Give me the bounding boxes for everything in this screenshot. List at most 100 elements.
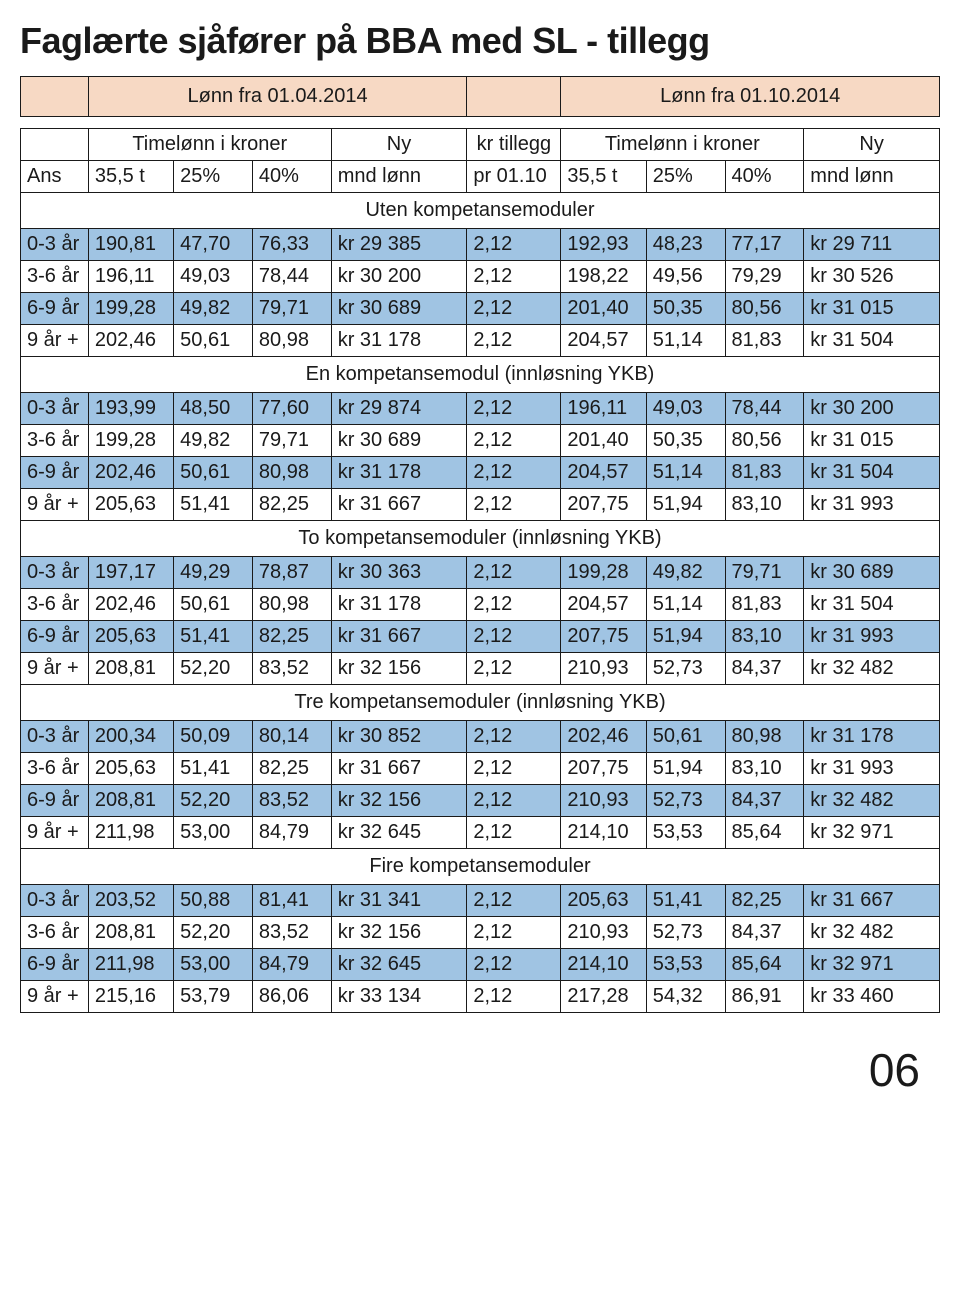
section-label: En kompetansemodul (innløsning YKB) [21,357,940,393]
data-cell: 2,12 [467,393,561,425]
data-cell: 6-9 år [21,949,89,981]
data-cell: kr 32 156 [331,785,467,817]
data-cell: 2,12 [467,293,561,325]
data-row: 0-3 år190,8147,7076,33kr 29 3852,12192,9… [21,229,940,261]
data-cell: 51,14 [646,325,725,357]
data-row: 9 år +211,9853,0084,79kr 32 6452,12214,1… [21,817,940,849]
data-cell: 204,57 [561,457,646,489]
data-cell: 197,17 [88,557,173,589]
data-cell: 214,10 [561,817,646,849]
data-cell: 205,63 [88,753,173,785]
data-cell: 9 år + [21,817,89,849]
data-cell: 53,00 [174,817,253,849]
header-row-1: Timelønn i kronerNykr tilleggTimelønn i … [21,129,940,161]
data-cell: 0-3 år [21,229,89,261]
data-cell: kr 31 504 [804,325,940,357]
data-cell: 49,03 [646,393,725,425]
data-cell: kr 31 667 [331,489,467,521]
data-cell: kr 31 667 [331,753,467,785]
data-cell: 199,28 [88,425,173,457]
data-cell: 53,00 [174,949,253,981]
data-row: 0-3 år197,1749,2978,87kr 30 3632,12199,2… [21,557,940,589]
data-cell: kr 31 178 [331,589,467,621]
data-cell: 82,25 [252,489,331,521]
data-cell: 205,63 [561,885,646,917]
table-title-row: Lønn fra 01.04.2014Lønn fra 01.10.2014 [21,77,940,117]
data-cell: 52,20 [174,653,253,685]
header-sub-cell: mnd lønn [804,161,940,193]
data-cell: 201,40 [561,425,646,457]
data-cell: 50,61 [174,589,253,621]
header-cell: Timelønn i kroner [88,129,331,161]
data-cell: kr 30 689 [331,425,467,457]
data-cell: 2,12 [467,981,561,1013]
data-cell: 2,12 [467,589,561,621]
data-cell: 204,57 [561,589,646,621]
data-cell: kr 30 689 [804,557,940,589]
data-cell: 51,14 [646,589,725,621]
data-cell: 78,44 [252,261,331,293]
data-row: 9 år +205,6351,4182,25kr 31 6672,12207,7… [21,489,940,521]
data-cell: 53,53 [646,817,725,849]
data-cell: kr 33 460 [804,981,940,1013]
data-cell: kr 31 993 [804,489,940,521]
data-cell: 217,28 [561,981,646,1013]
data-cell: 49,82 [174,293,253,325]
data-cell: 50,61 [174,457,253,489]
data-cell: 2,12 [467,785,561,817]
data-cell: 81,41 [252,885,331,917]
data-cell: 49,82 [174,425,253,457]
section-header-row: To kompetansemoduler (innløsning YKB) [21,521,940,557]
data-cell: kr 31 667 [331,621,467,653]
data-row: 6-9 år208,8152,2083,52kr 32 1562,12210,9… [21,785,940,817]
data-cell: 81,83 [725,325,804,357]
data-cell: 2,12 [467,885,561,917]
header-sub-cell: 25% [646,161,725,193]
data-cell: 83,10 [725,489,804,521]
data-cell: 79,71 [252,293,331,325]
data-cell: 190,81 [88,229,173,261]
data-cell: 83,52 [252,785,331,817]
data-cell: kr 32 482 [804,785,940,817]
page-title: Faglærte sjåfører på BBA med SL - tilleg… [20,20,940,62]
header-sub-cell: 25% [174,161,253,193]
spacer-row [21,117,940,129]
data-cell: 202,46 [88,589,173,621]
data-cell: kr 31 178 [331,457,467,489]
data-cell: 52,20 [174,785,253,817]
data-cell: kr 31 178 [804,721,940,753]
data-cell: 211,98 [88,949,173,981]
data-cell: 6-9 år [21,293,89,325]
data-cell: 84,37 [725,785,804,817]
data-cell: 49,56 [646,261,725,293]
data-row: 9 år +202,4650,6180,98kr 31 1782,12204,5… [21,325,940,357]
data-cell: kr 29 711 [804,229,940,261]
data-cell: 6-9 år [21,457,89,489]
data-cell: 210,93 [561,917,646,949]
data-cell: 85,64 [725,817,804,849]
data-cell: 207,75 [561,753,646,785]
data-cell: 79,29 [725,261,804,293]
data-cell: 51,94 [646,753,725,785]
data-row: 0-3 år200,3450,0980,14kr 30 8522,12202,4… [21,721,940,753]
data-cell: 51,94 [646,621,725,653]
data-cell: 196,11 [88,261,173,293]
section-label: Fire kompetansemoduler [21,849,940,885]
data-cell: 6-9 år [21,785,89,817]
title-cell: Lønn fra 01.10.2014 [561,77,940,117]
data-cell: 51,41 [174,489,253,521]
data-cell: 2,12 [467,653,561,685]
data-cell: 9 år + [21,981,89,1013]
section-label: Tre kompetansemoduler (innløsning YKB) [21,685,940,721]
data-cell: kr 30 200 [331,261,467,293]
data-cell: 80,56 [725,293,804,325]
data-cell: 50,09 [174,721,253,753]
data-cell: kr 31 341 [331,885,467,917]
data-cell: 3-6 år [21,753,89,785]
data-cell: 82,25 [252,621,331,653]
data-cell: 2,12 [467,557,561,589]
data-cell: kr 30 363 [331,557,467,589]
data-cell: 205,63 [88,621,173,653]
section-label: Uten kompetansemoduler [21,193,940,229]
data-cell: 80,98 [252,325,331,357]
